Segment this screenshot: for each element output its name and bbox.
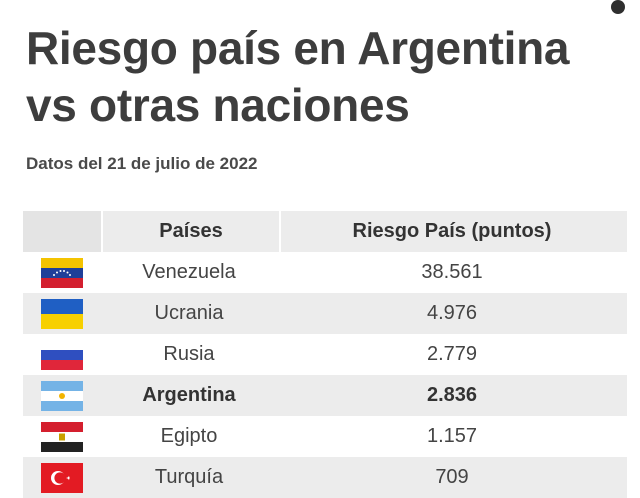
table-row: Venezuela 38.561 xyxy=(23,252,627,293)
egypt-flag-icon xyxy=(23,416,101,457)
page-title: Riesgo país en Argentina vs otras nacion… xyxy=(26,22,570,131)
risk-table: Países Riesgo País (puntos) Venezuela 38.… xyxy=(23,211,627,498)
argentina-flag-icon xyxy=(23,375,101,416)
risk-value: 38.561 xyxy=(421,261,483,283)
turkey-flag-icon xyxy=(23,457,101,498)
header-countries: Países xyxy=(101,211,281,252)
table-header-row: Países Riesgo País (puntos) xyxy=(23,211,627,252)
risk-value: 1.157 xyxy=(426,425,478,447)
table-row: Egipto 1.157 xyxy=(23,416,627,457)
ukraine-flag-icon xyxy=(23,293,101,334)
country-name: Egipto xyxy=(160,425,218,447)
table-row: Rusia 2.779 xyxy=(23,334,627,375)
risk-value: 4.976 xyxy=(426,302,478,324)
header-risk-points: Riesgo País (puntos) xyxy=(352,220,552,242)
header-flag-column xyxy=(23,211,101,252)
table-row: Ucrania 4.976 xyxy=(23,293,627,334)
table-row: Argentina 2.836 xyxy=(23,375,627,416)
table-row: Turquía 709 xyxy=(23,457,627,498)
risk-value: 709 xyxy=(435,466,469,488)
country-name: Venezuela xyxy=(142,261,236,283)
risk-value: 2.836 xyxy=(426,384,478,406)
risk-value: 2.779 xyxy=(426,343,478,365)
country-name: Rusia xyxy=(163,343,215,365)
venezuela-flag-icon xyxy=(23,252,101,293)
country-name: Argentina xyxy=(142,384,236,406)
page-subtitle: Datos del 21 de julio de 2022 xyxy=(26,154,258,173)
corner-dot xyxy=(611,0,625,14)
country-name: Ucrania xyxy=(154,302,224,324)
russia-flag-icon xyxy=(23,334,101,375)
country-name: Turquía xyxy=(154,466,224,488)
